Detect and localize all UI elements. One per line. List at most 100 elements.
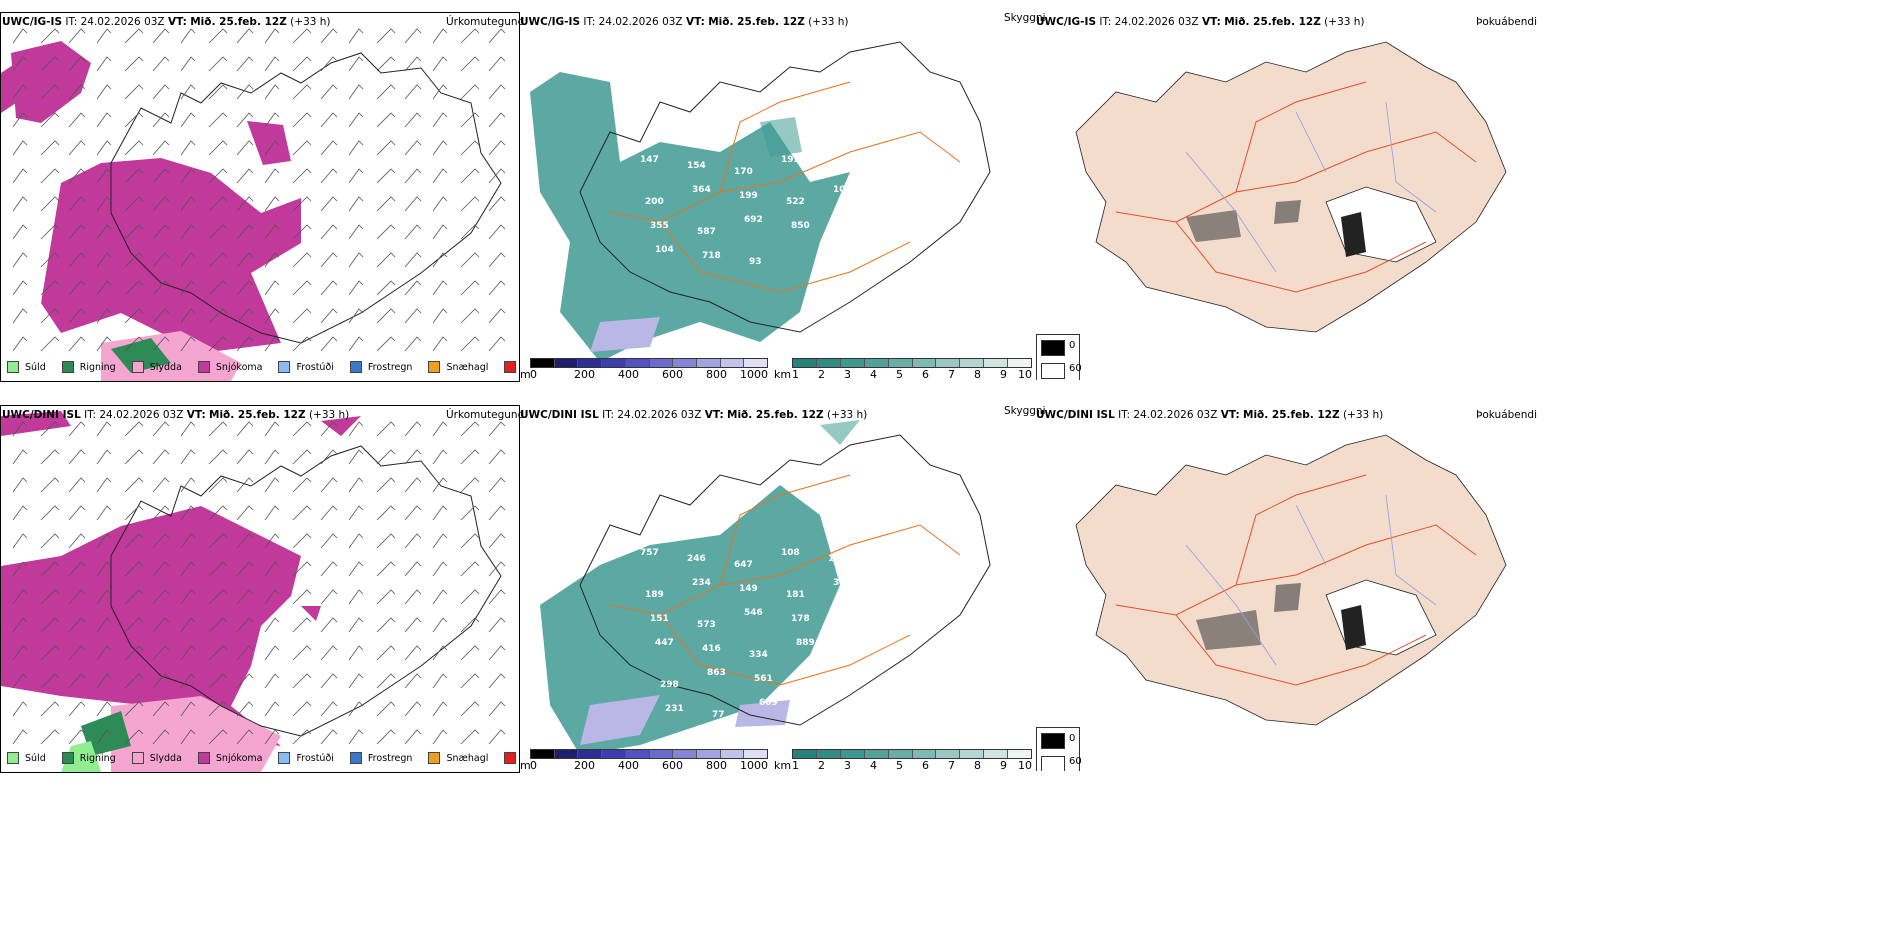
wind-barb: [432, 505, 448, 521]
wind-barb: [12, 168, 28, 184]
wind-barb: [40, 589, 60, 605]
wind-barb: [12, 28, 28, 44]
wind-barb: [376, 336, 396, 352]
wind-barb: [208, 224, 228, 240]
wind-barb: [68, 505, 86, 521]
wind-barb: [12, 617, 28, 633]
wind-barb: [124, 168, 144, 184]
wind-barb: [488, 561, 506, 577]
wind-barb: [460, 56, 480, 72]
wind-barb: [404, 449, 422, 465]
height-label: 178: [791, 614, 810, 624]
wind-barb: [320, 224, 338, 240]
wind-barb: [432, 729, 448, 745]
wind-barb: [236, 252, 254, 268]
wind-barb: [152, 589, 170, 605]
wind-barb: [236, 449, 254, 465]
wind-barb: [404, 196, 422, 212]
visibility-colorbar: km 1 2 3 4 5 6 7 8 9 10: [774, 749, 1036, 771]
wind-barb: [208, 336, 228, 352]
wind-barb: [12, 84, 28, 100]
wind-barb: [40, 196, 60, 212]
visibility-colorbar: km 1 2 3 4 5 6 7 8 9 10: [774, 358, 1036, 380]
wind-barb: [320, 280, 338, 296]
vis-unit: km: [774, 368, 792, 380]
wind-barb: [404, 673, 422, 689]
wind-barb: [96, 56, 112, 72]
legend-swatch: [131, 361, 144, 373]
wind-barb: [68, 729, 86, 745]
wind-barb: [264, 589, 280, 605]
wind-barb: [264, 449, 280, 465]
height-unit: m: [520, 368, 531, 380]
wind-barb: [432, 168, 448, 184]
wind-barb: [348, 617, 364, 633]
wind-barb: [376, 701, 396, 717]
wind-barb: [432, 308, 448, 324]
wind-barb: [180, 196, 196, 212]
height-label: 863: [707, 668, 726, 678]
wind-barb: [320, 421, 338, 437]
legend-item: Súld: [7, 361, 46, 373]
wind-barb: [460, 112, 480, 128]
wind-barb: [12, 729, 28, 745]
wind-barb: [180, 477, 196, 493]
wind-barb: [376, 56, 396, 72]
wind-barb: [404, 477, 422, 493]
wind-barb: [376, 449, 396, 465]
wind-barb: [460, 505, 480, 521]
legend-label: Snjókoma: [215, 752, 263, 764]
wind-barb: [124, 28, 144, 44]
wind-barb: [68, 477, 86, 493]
legend-item: Snjókoma: [197, 752, 263, 764]
wind-barb: [320, 477, 338, 493]
wind-barb: [460, 336, 480, 352]
wind-barb: [40, 84, 60, 100]
wind-barb: [40, 280, 60, 296]
wind-barb: [348, 280, 364, 296]
wind-barb: [68, 140, 86, 156]
wind-barb: [180, 28, 196, 44]
legend-label: Frostúði: [296, 752, 334, 764]
wind-barb: [40, 449, 60, 465]
wind-barb: [208, 645, 228, 661]
height-label: 181: [786, 590, 805, 600]
wind-barb: [152, 140, 170, 156]
wind-barb: [208, 308, 228, 324]
wind-barb: [376, 308, 396, 324]
wind-barb: [124, 224, 144, 240]
wind-barb: [488, 673, 506, 689]
wind-barb: [124, 196, 144, 212]
wind-barb: [376, 505, 396, 521]
wind-barb: [180, 505, 196, 521]
wind-barb: [348, 589, 364, 605]
height-label: 104: [655, 245, 674, 255]
height-label: 82: [801, 680, 814, 690]
wind-barb: [152, 421, 170, 437]
wind-barb: [152, 280, 170, 296]
height-label: 193: [781, 155, 800, 165]
height-label: 104: [833, 185, 852, 195]
wind-barb: [348, 84, 364, 100]
legend-item: Frostregn: [349, 361, 412, 373]
wind-barb: [404, 308, 422, 324]
height-label: 647: [734, 560, 753, 570]
visibility-map-top: 147 154 170 193 219 200 364 199 522 104 355 587 692 8…: [530, 41, 991, 362]
wind-barb: [96, 533, 112, 549]
legend-item: Frostúði: [278, 361, 334, 373]
wind-barb: [460, 561, 480, 577]
wind-barb: [488, 477, 506, 493]
wind-barb: [432, 561, 448, 577]
wind-barb: [96, 617, 112, 633]
height-label: 170: [734, 167, 753, 177]
wind-barb: [208, 673, 228, 689]
wind-barb: [320, 196, 338, 212]
wind-barb: [152, 224, 170, 240]
wind-barb: [68, 617, 86, 633]
wind-barb: [180, 617, 196, 633]
wind-barb: [320, 505, 338, 521]
wind-barb: [432, 140, 448, 156]
wind-barb: [264, 505, 280, 521]
wind-barb: [404, 589, 422, 605]
legend-item: Frostregn: [349, 752, 412, 764]
